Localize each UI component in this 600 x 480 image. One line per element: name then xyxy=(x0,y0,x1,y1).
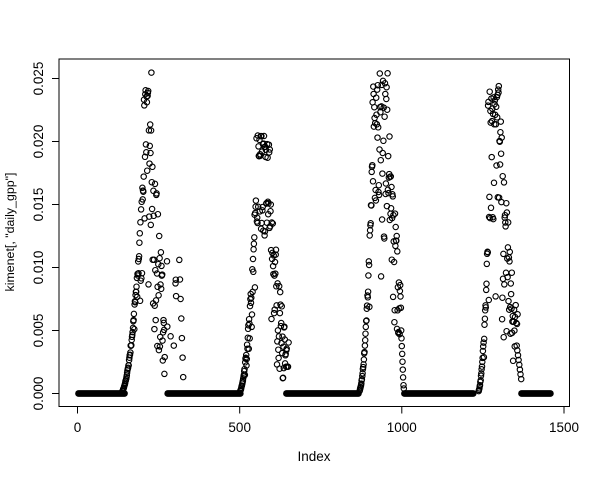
svg-text:0.000: 0.000 xyxy=(31,377,46,411)
svg-text:0.025: 0.025 xyxy=(31,62,46,96)
svg-text:0.005: 0.005 xyxy=(31,314,46,348)
svg-text:kimenet[, "daily_gpp"]: kimenet[, "daily_gpp"] xyxy=(3,173,17,292)
svg-text:1500: 1500 xyxy=(549,420,579,435)
svg-text:0.010: 0.010 xyxy=(31,251,46,285)
svg-text:0: 0 xyxy=(74,420,82,435)
svg-text:Index: Index xyxy=(297,449,330,464)
svg-text:0.015: 0.015 xyxy=(31,188,46,222)
svg-text:1000: 1000 xyxy=(387,420,417,435)
svg-text:500: 500 xyxy=(228,420,251,435)
svg-text:0.020: 0.020 xyxy=(31,125,46,159)
